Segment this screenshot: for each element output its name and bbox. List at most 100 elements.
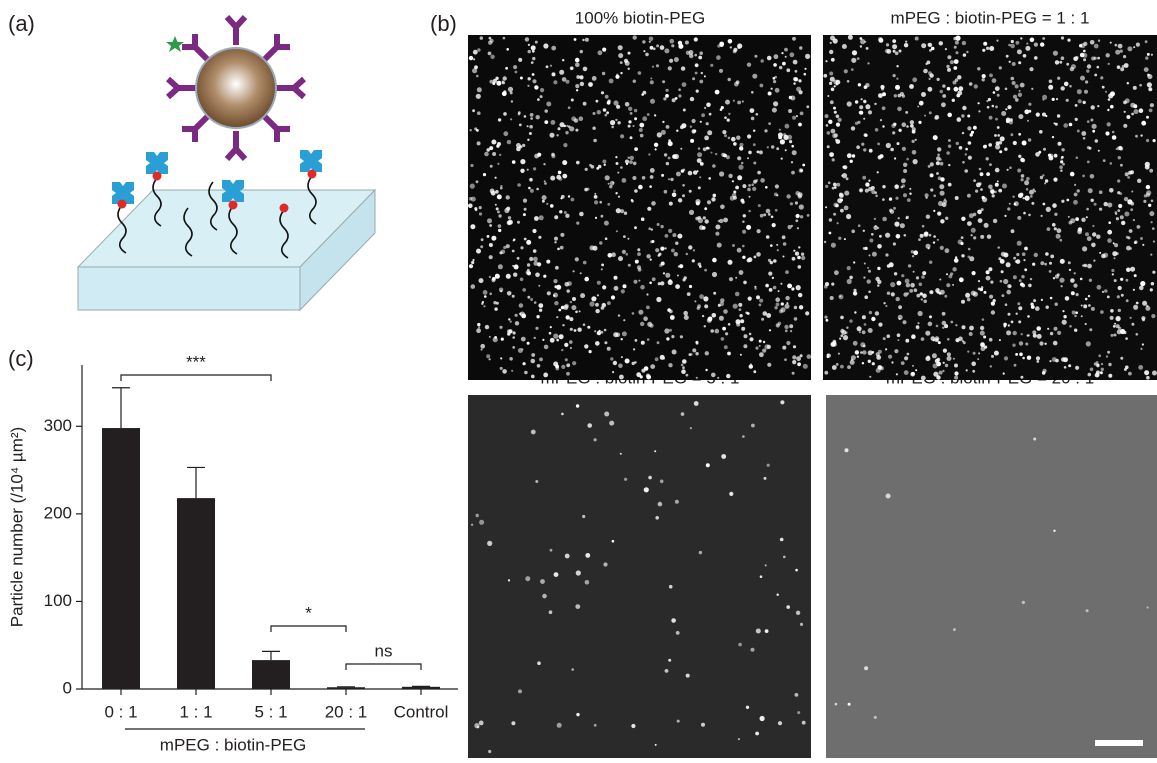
particle: [1030, 195, 1033, 198]
particle: [712, 272, 717, 277]
particle: [476, 328, 481, 333]
particle: [628, 107, 632, 111]
particle: [728, 113, 730, 115]
particle: [1088, 295, 1090, 297]
particle: [530, 189, 534, 193]
particle: [736, 136, 740, 140]
particle: [788, 109, 792, 113]
particle: [1061, 148, 1064, 151]
particle: [786, 341, 790, 345]
particle: [656, 297, 661, 302]
particle: [554, 301, 558, 305]
particle: [1078, 99, 1082, 103]
particle: [562, 324, 564, 326]
particle: [692, 119, 696, 123]
particle: [1007, 284, 1011, 288]
particle: [638, 280, 640, 282]
particle: [1027, 334, 1029, 336]
particle: [668, 139, 671, 142]
particle: [1120, 164, 1123, 167]
particle: [678, 88, 681, 91]
particle: [1033, 299, 1036, 302]
particle: [1114, 257, 1116, 259]
particle: [542, 195, 547, 200]
particle: [487, 541, 492, 546]
particle: [663, 97, 666, 100]
particle: [875, 277, 879, 281]
particle: [655, 357, 659, 361]
particle: [719, 171, 724, 176]
particle: [1057, 273, 1060, 276]
particle: [696, 90, 699, 93]
particle: [476, 249, 481, 254]
particle: [906, 217, 908, 219]
particle: [1067, 39, 1070, 42]
particle: [878, 93, 883, 98]
particle: [550, 204, 554, 208]
particle: [1043, 148, 1046, 151]
particle: [790, 52, 795, 57]
particle: [1097, 285, 1102, 290]
particle: [503, 246, 506, 249]
y-tick-label: 0: [63, 678, 72, 697]
particle: [644, 487, 649, 492]
particle: [798, 123, 802, 127]
particle: [669, 59, 673, 63]
particle: [731, 137, 736, 142]
particle: [942, 321, 947, 326]
particle: [867, 62, 869, 64]
particle: [947, 356, 952, 361]
particle: [874, 716, 877, 719]
particle: [681, 369, 686, 374]
particle: [498, 118, 501, 121]
particle: [609, 421, 614, 426]
particle: [945, 217, 948, 220]
particle: [707, 130, 712, 135]
particle: [665, 94, 669, 98]
particle: [904, 234, 907, 237]
particle: [1075, 366, 1079, 370]
particle: [829, 72, 833, 76]
particle: [1069, 221, 1073, 225]
particle: [640, 134, 644, 138]
particle: [825, 60, 827, 62]
particle: [748, 297, 752, 301]
particle: [564, 125, 566, 127]
particle: [868, 291, 871, 294]
particle: [664, 190, 668, 194]
particle: [1081, 305, 1083, 307]
particle: [755, 732, 759, 736]
particle: [617, 172, 619, 174]
particle: [1033, 334, 1037, 338]
particle: [543, 275, 546, 278]
particle: [575, 63, 580, 68]
particle: [973, 352, 976, 355]
particle: [729, 277, 733, 281]
particle: [1110, 42, 1112, 44]
particle: [912, 77, 917, 82]
particle: [790, 96, 795, 101]
particle: [483, 305, 485, 307]
particle: [995, 168, 1000, 173]
particle: [833, 107, 836, 110]
particle: [1006, 330, 1011, 335]
particle: [601, 91, 604, 94]
particle: [834, 186, 837, 189]
particle: [851, 126, 855, 130]
particle: [800, 112, 804, 116]
particle: [564, 211, 567, 214]
significance-label: *: [305, 603, 312, 622]
particle: [1000, 280, 1003, 283]
particle: [609, 185, 612, 188]
particle: [1034, 56, 1038, 60]
particle: [1063, 315, 1066, 318]
particle: [939, 292, 942, 295]
particle: [646, 293, 648, 295]
particle: [1081, 315, 1083, 317]
particle: [605, 175, 610, 180]
particle: [912, 365, 914, 367]
particle: [470, 129, 472, 131]
particle: [534, 337, 536, 339]
particle: [537, 661, 541, 665]
particle: [1066, 199, 1069, 202]
